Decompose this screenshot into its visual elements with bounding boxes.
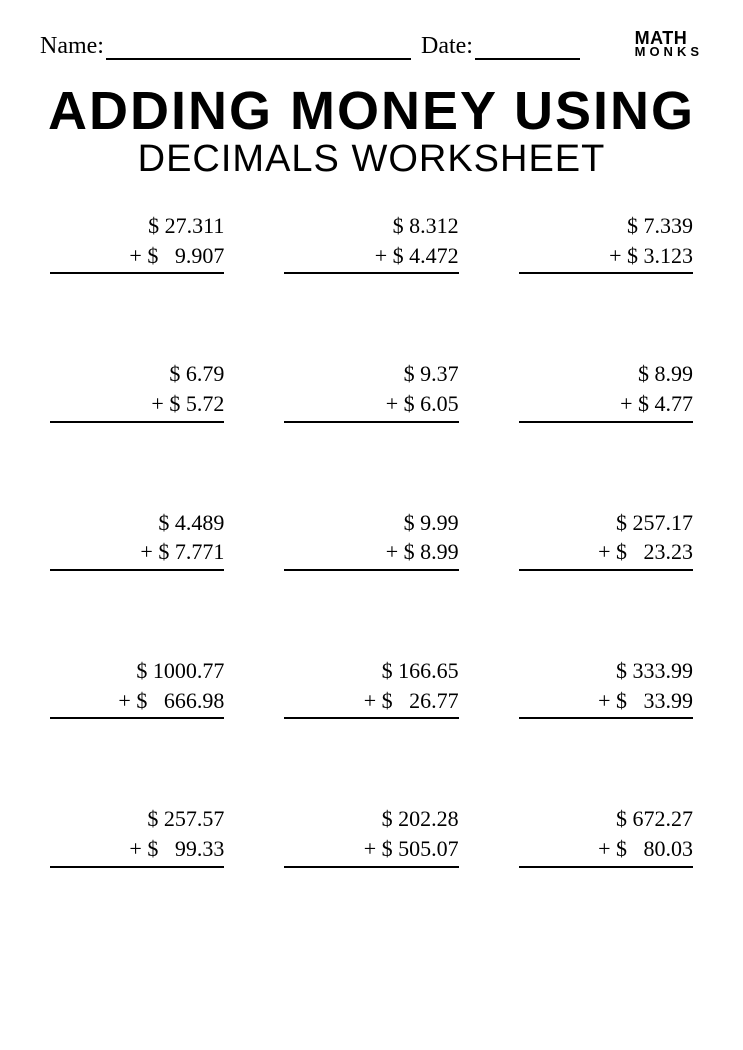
problem: $ 166.65+ $ 26.77	[284, 656, 458, 719]
sum-rule	[50, 421, 224, 423]
addend-bottom: + $ 99.33	[50, 834, 224, 864]
sum-rule	[50, 717, 224, 719]
addend-top: $ 202.28	[284, 804, 458, 834]
addend-bottom: + $ 505.07	[284, 834, 458, 864]
title-line1: ADDING MONEY USING	[40, 80, 703, 142]
addend-top: $ 166.65	[284, 656, 458, 686]
addend-top: $ 9.37	[284, 359, 458, 389]
problem: $ 9.37+ $ 6.05	[284, 359, 458, 422]
problem: $ 6.79+ $ 5.72	[50, 359, 224, 422]
name-label: Name:	[40, 33, 104, 60]
problem: $ 27.311+ $ 9.907	[50, 211, 224, 274]
sum-rule	[284, 569, 458, 571]
addend-top: $ 8.99	[519, 359, 693, 389]
sum-rule	[284, 421, 458, 423]
sum-rule	[50, 569, 224, 571]
addend-bottom: + $ 80.03	[519, 834, 693, 864]
addend-bottom: + $ 666.98	[50, 686, 224, 716]
problem: $ 202.28+ $ 505.07	[284, 804, 458, 867]
problem: $ 333.99+ $ 33.99	[519, 656, 693, 719]
addend-top: $ 672.27	[519, 804, 693, 834]
addend-top: $ 6.79	[50, 359, 224, 389]
name-section: Name:	[40, 33, 411, 60]
addend-top: $ 9.99	[284, 508, 458, 538]
addend-top: $ 257.57	[50, 804, 224, 834]
problem: $ 8.312+ $ 4.472	[284, 211, 458, 274]
addend-top: $ 4.489	[50, 508, 224, 538]
addend-bottom: + $ 33.99	[519, 686, 693, 716]
problem: $ 9.99+ $ 8.99	[284, 508, 458, 571]
addend-bottom: + $ 9.907	[50, 241, 224, 271]
sum-rule	[50, 272, 224, 274]
problem: $ 257.17+ $ 23.23	[519, 508, 693, 571]
addend-top: $ 1000.77	[50, 656, 224, 686]
sum-rule	[50, 866, 224, 868]
addend-bottom: + $ 26.77	[284, 686, 458, 716]
addend-top: $ 7.339	[519, 211, 693, 241]
addend-bottom: + $ 7.771	[50, 537, 224, 567]
problems-grid: $ 27.311+ $ 9.907 $ 8.312+ $ 4.472 $ 7.3…	[40, 211, 703, 868]
addend-top: $ 333.99	[519, 656, 693, 686]
date-section: Date:	[421, 33, 580, 60]
name-input-line[interactable]	[106, 36, 411, 60]
addend-bottom: + $ 23.23	[519, 537, 693, 567]
addend-bottom: + $ 3.123	[519, 241, 693, 271]
header-row: Name: Date: MATH MONKS	[40, 30, 703, 60]
addend-bottom: + $ 4.472	[284, 241, 458, 271]
addend-bottom: + $ 5.72	[50, 389, 224, 419]
problem: $ 7.339+ $ 3.123	[519, 211, 693, 274]
title-block: ADDING MONEY USING DECIMALS WORKSHEET	[40, 80, 703, 181]
sum-rule	[519, 569, 693, 571]
problem: $ 257.57+ $ 99.33	[50, 804, 224, 867]
sum-rule	[519, 866, 693, 868]
logo-line2: MONKS	[635, 46, 703, 58]
sum-rule	[284, 866, 458, 868]
addend-bottom: + $ 4.77	[519, 389, 693, 419]
title-line2: DECIMALS WORKSHEET	[40, 138, 703, 181]
problem: $ 4.489+ $ 7.771	[50, 508, 224, 571]
problem: $ 1000.77+ $ 666.98	[50, 656, 224, 719]
date-input-line[interactable]	[475, 36, 580, 60]
sum-rule	[519, 421, 693, 423]
problem: $ 672.27+ $ 80.03	[519, 804, 693, 867]
addend-bottom: + $ 6.05	[284, 389, 458, 419]
sum-rule	[284, 272, 458, 274]
addend-top: $ 257.17	[519, 508, 693, 538]
problem: $ 8.99+ $ 4.77	[519, 359, 693, 422]
addend-top: $ 8.312	[284, 211, 458, 241]
addend-top: $ 27.311	[50, 211, 224, 241]
date-label: Date:	[421, 33, 473, 60]
addend-bottom: + $ 8.99	[284, 537, 458, 567]
sum-rule	[519, 272, 693, 274]
logo: MATH MONKS	[635, 30, 703, 60]
sum-rule	[519, 717, 693, 719]
sum-rule	[284, 717, 458, 719]
